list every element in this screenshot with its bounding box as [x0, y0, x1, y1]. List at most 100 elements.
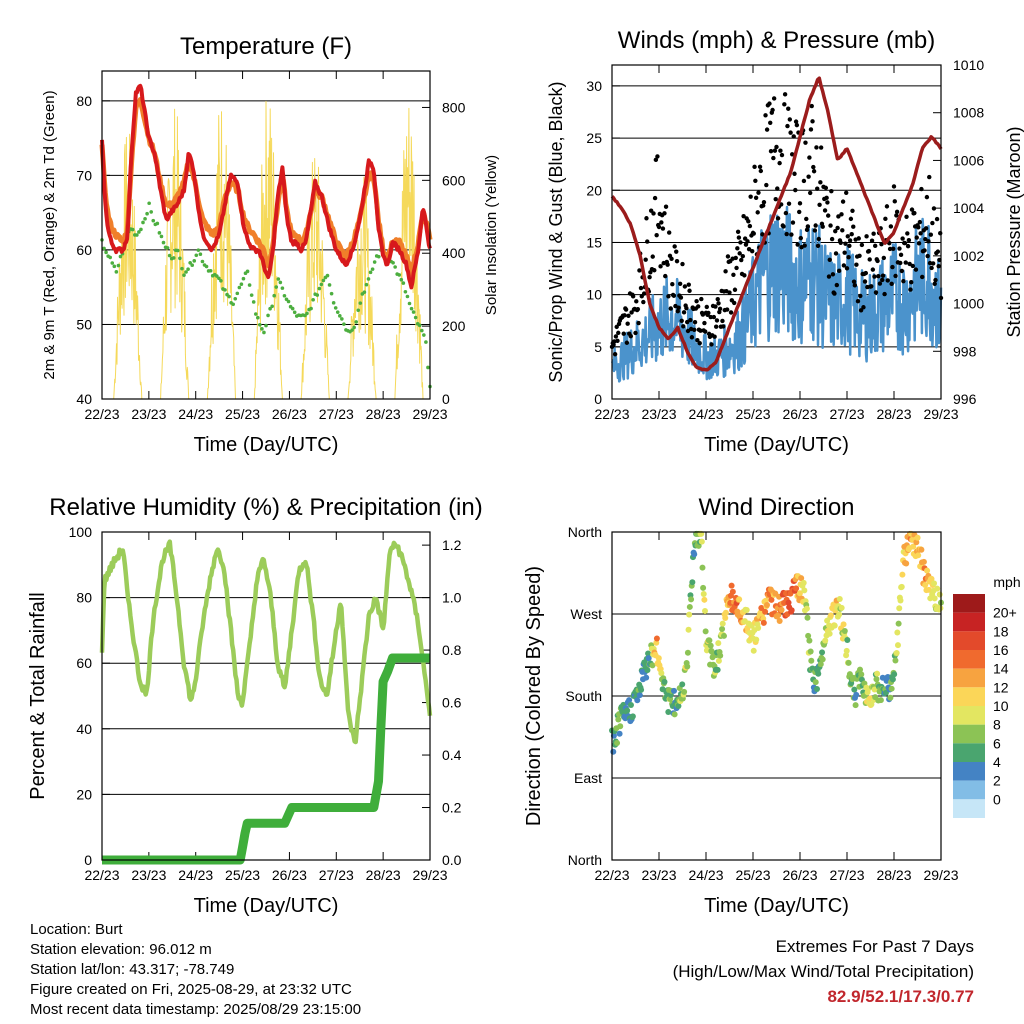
- colorbar-label: 20+: [993, 605, 1017, 621]
- dewpoint-point: [110, 261, 115, 265]
- gust-point: [807, 155, 812, 160]
- gust-point: [873, 290, 879, 295]
- gust-point: [742, 273, 747, 278]
- x-axis-label: Time (Day/UTC): [704, 895, 849, 917]
- x-tick-label: 23/23: [641, 867, 676, 883]
- gust-point: [764, 127, 770, 132]
- gust-point: [887, 246, 893, 252]
- chart-title: Temperature (F): [180, 33, 352, 60]
- x-tick-label: 29/23: [923, 406, 958, 422]
- colorbar-label: 6: [993, 735, 1001, 751]
- gust-point: [808, 127, 814, 132]
- gust-point: [919, 186, 924, 192]
- direction-point: [688, 596, 695, 603]
- dewpoint-point: [200, 259, 205, 264]
- gust-point: [787, 117, 793, 122]
- gust-point: [866, 248, 872, 254]
- created-text: Figure created on Fri, 2025-08-29, at 23…: [30, 981, 352, 998]
- gust-point: [692, 319, 698, 325]
- direction-point: [826, 630, 833, 637]
- x-tick-label: 26/23: [782, 867, 817, 883]
- y2-tick-label: 800: [442, 99, 466, 115]
- gust-point: [625, 321, 630, 326]
- colorbar-swatch: [953, 743, 985, 762]
- gust-point: [688, 317, 693, 323]
- gust-point: [746, 246, 752, 252]
- y2-tick-label: 0.2: [442, 800, 462, 816]
- gust-point: [839, 212, 844, 217]
- dewpoint-point: [139, 227, 143, 232]
- direction-point: [708, 648, 715, 655]
- gust-point: [731, 272, 736, 277]
- gust-point: [847, 243, 852, 249]
- y2-tick-label: 996: [953, 391, 977, 407]
- dewpoint-point: [338, 314, 342, 318]
- y-tick-label: 60: [76, 242, 92, 258]
- gust-point: [832, 291, 837, 296]
- gust-point: [775, 216, 781, 221]
- dewpoint-point: [251, 300, 256, 304]
- dewpoint-point: [282, 293, 287, 298]
- direction-point: [827, 612, 834, 619]
- chart-panel-2: Winds (mph) & Pressure (mb) 22/23 23/23 24/…: [546, 27, 1024, 456]
- elevation-text: Station elevation: 96.012 m: [30, 941, 212, 958]
- gust-point: [880, 273, 886, 278]
- gust-point: [904, 214, 909, 220]
- dewpoint-point: [311, 297, 315, 302]
- direction-point: [804, 614, 811, 621]
- y2-tick-label: 1008: [953, 105, 984, 121]
- dewpoint-point: [325, 273, 330, 278]
- gust-point: [834, 282, 840, 288]
- humidity-line: [99, 539, 433, 745]
- dewpoint-point: [143, 217, 147, 221]
- dewpoint-point: [352, 325, 356, 330]
- dewpoint-point: [335, 310, 340, 314]
- gust-point: [793, 119, 799, 124]
- gust-point: [909, 280, 914, 285]
- gust-point: [892, 199, 897, 204]
- direction-point: [684, 649, 691, 656]
- gust-point: [708, 314, 713, 320]
- gust-point: [771, 155, 776, 161]
- dewpoint-point: [227, 294, 231, 299]
- direction-point: [903, 560, 910, 567]
- gust-point: [752, 164, 757, 170]
- gust-point: [841, 263, 847, 268]
- y-tick-label: 100: [69, 524, 93, 540]
- gust-point: [760, 203, 766, 208]
- gust-point: [668, 306, 673, 311]
- gust-point: [773, 196, 778, 202]
- gust-point: [699, 296, 704, 302]
- gust-point: [811, 164, 816, 170]
- gust-point: [843, 241, 848, 246]
- recent-text: Most recent data timestamp: 2025/08/29 2…: [30, 1001, 362, 1018]
- direction-point: [776, 618, 783, 625]
- chart-panel-1: Temperature (F) 22/23 23/23 24/23 25/23 26/23…: [41, 33, 500, 456]
- extremes-subtitle: (High/Low/Max Wind/Total Precipitation): [672, 962, 974, 981]
- dewpoint-point: [233, 296, 238, 301]
- gust-point: [855, 299, 861, 304]
- dewpoint-point: [305, 311, 309, 316]
- gust-point: [922, 248, 927, 253]
- extremes-values: 82.9/52.1/17.3/0.77: [827, 987, 974, 1006]
- colorbar-swatch: [953, 612, 985, 632]
- direction-point: [778, 606, 785, 613]
- dewpoint-point: [184, 270, 188, 274]
- gust-point: [685, 319, 690, 325]
- direction-point: [700, 584, 707, 591]
- chart-panel-3: Relative Humidity (%) & Precipitation (i…: [27, 494, 483, 917]
- gust-point: [653, 157, 659, 163]
- dewpoint-point: [130, 227, 135, 232]
- gust-point: [643, 257, 648, 262]
- dewpoint-point: [180, 266, 184, 271]
- gust-point: [898, 252, 904, 258]
- y-tick-label: 5: [594, 339, 602, 355]
- y-tick-label: 20: [76, 786, 92, 802]
- gust-point: [737, 251, 742, 256]
- direction-point: [624, 707, 631, 714]
- y2-tick-label: 1.0: [442, 590, 462, 606]
- gust-point: [930, 261, 936, 266]
- dewpoint-point: [327, 283, 332, 287]
- gust-point: [879, 242, 884, 247]
- y2-tick-label: 0.4: [442, 747, 462, 763]
